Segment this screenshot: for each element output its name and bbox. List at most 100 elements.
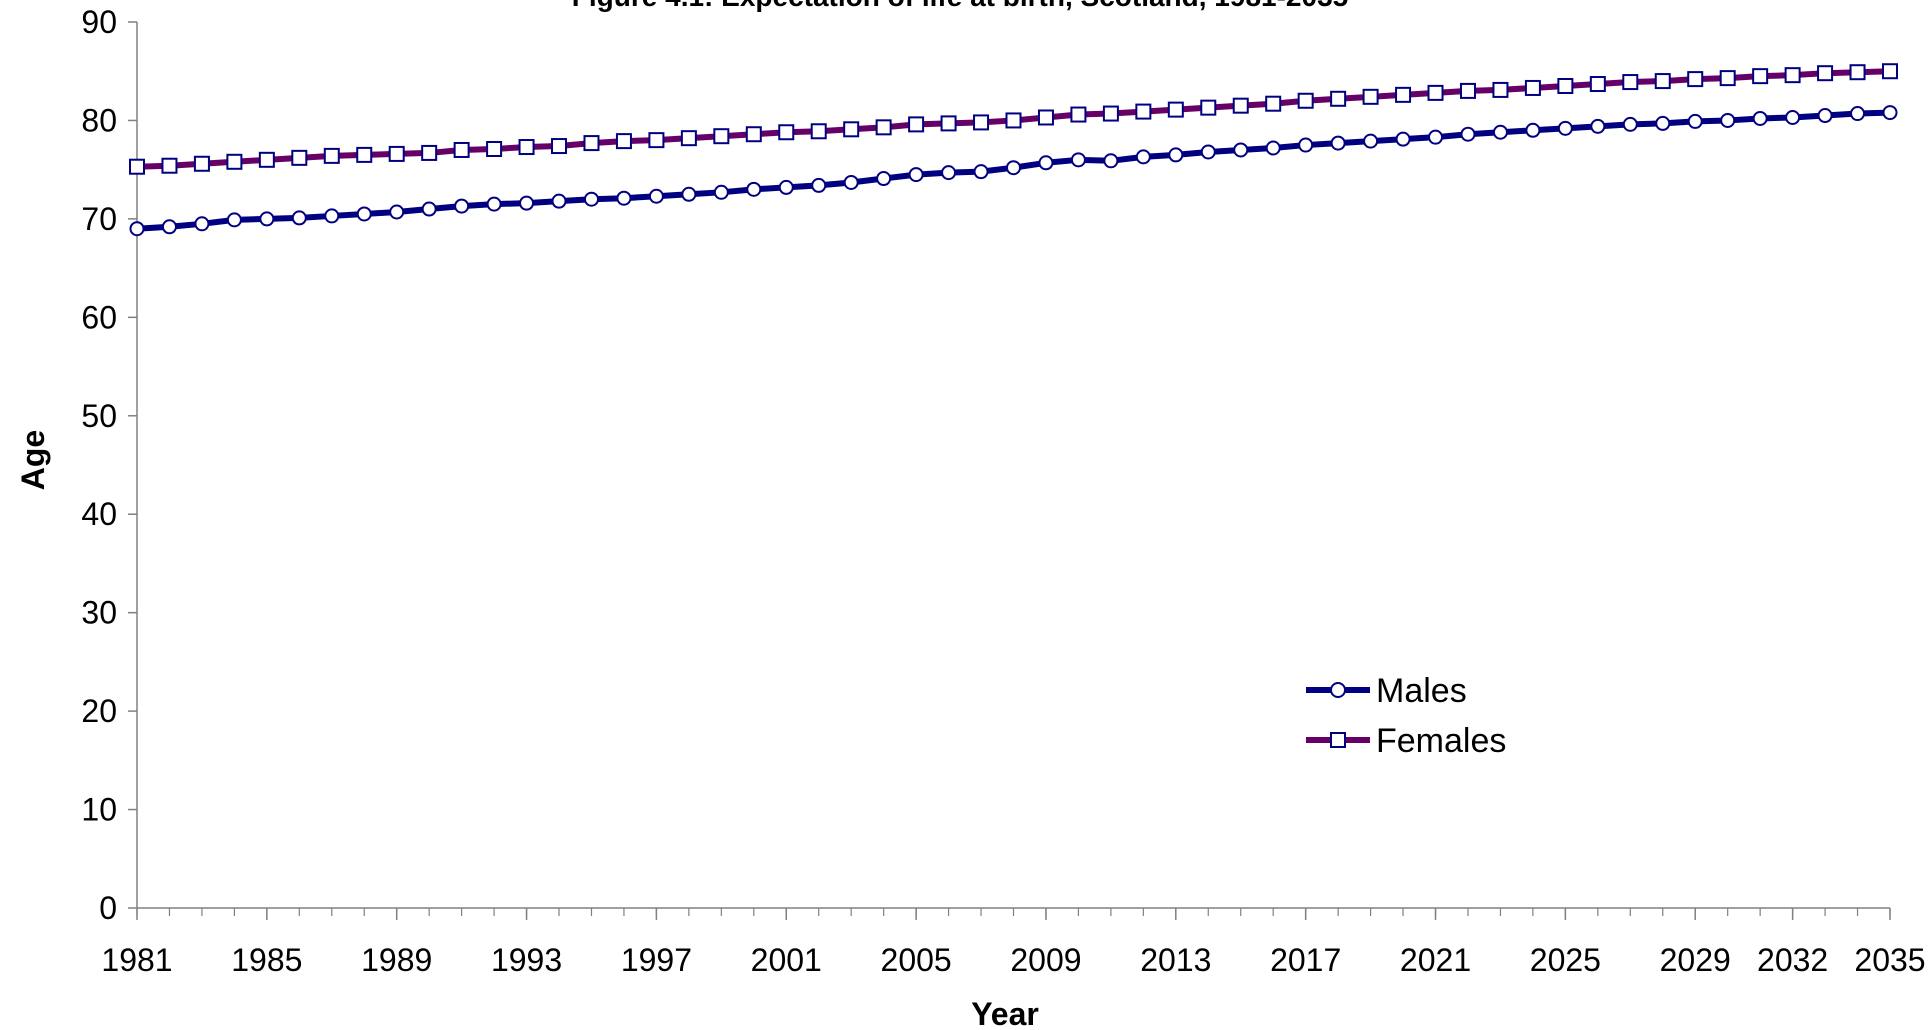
data-point [1525, 122, 1541, 138]
y-tick-label: 90 [81, 4, 117, 40]
axes: 0 10 20 30 40 50 60 70 80 90 1981 1985 1989 1993 1997 2… [81, 4, 1925, 978]
data-point [1102, 105, 1119, 122]
y-tick-label: 10 [81, 792, 117, 828]
legend-label-females: Females [1376, 722, 1506, 760]
data-point [323, 147, 340, 164]
y-tick-label: 50 [81, 398, 117, 434]
x-tick-label: 2025 [1530, 942, 1601, 978]
data-point [1590, 118, 1606, 134]
x-tick-label: 2013 [1140, 942, 1211, 978]
data-point [973, 164, 989, 180]
data-point [519, 195, 535, 211]
data-point [1330, 90, 1347, 107]
y-tick-label: 80 [81, 102, 117, 138]
x-tick-label: 1989 [361, 942, 432, 978]
data-point [680, 130, 697, 147]
data-point [941, 165, 957, 181]
x-tick-label: 2032 [1757, 942, 1828, 978]
data-point [908, 167, 924, 183]
data-point [1752, 110, 1768, 126]
data-point [551, 193, 567, 209]
data-point [875, 119, 892, 136]
data-point [1460, 126, 1476, 142]
x-tick-label: 2005 [881, 942, 952, 978]
data-point [161, 219, 177, 235]
x-tick-label: 2021 [1400, 942, 1471, 978]
data-point [1817, 108, 1833, 124]
legend-item-females: Females [1306, 722, 1506, 760]
data-point [193, 155, 210, 172]
data-point [1363, 133, 1379, 149]
legend: Males Females [1306, 672, 1506, 760]
data-point [1135, 103, 1152, 120]
legend-label-males: Males [1376, 672, 1467, 710]
data-point [194, 216, 210, 232]
data-point [908, 116, 925, 133]
data-point [1882, 63, 1898, 80]
data-point [1232, 97, 1249, 114]
data-point [1427, 84, 1444, 101]
data-point [1817, 65, 1834, 82]
data-point [1200, 144, 1216, 160]
data-point [1654, 73, 1671, 90]
data-point [843, 174, 859, 190]
data-point [1882, 105, 1898, 121]
data-point [1752, 68, 1769, 85]
data-point [681, 186, 697, 202]
data-point [1070, 106, 1087, 123]
series-males [129, 105, 1898, 237]
data-point [648, 188, 664, 204]
data-point [583, 191, 599, 207]
data-point [1622, 74, 1639, 91]
data-point [1719, 70, 1736, 87]
data-point [1785, 109, 1801, 125]
data-point [1362, 88, 1379, 105]
data-point [713, 128, 730, 145]
series-females [129, 63, 1898, 175]
data-point [389, 204, 405, 220]
data-point [1557, 77, 1574, 94]
x-tick-label: 2009 [1010, 942, 1081, 978]
data-point [129, 221, 145, 237]
x-tick-label: 1981 [101, 942, 172, 978]
data-point [1265, 140, 1281, 156]
data-point [291, 210, 307, 226]
legend-marker-males [1330, 682, 1346, 698]
data-point [1557, 120, 1573, 136]
data-point [778, 179, 794, 195]
data-point [453, 141, 470, 158]
data-point [876, 171, 892, 187]
data-point [259, 211, 275, 227]
data-point [778, 124, 795, 141]
data-point [1655, 115, 1671, 131]
x-tick-label: 1985 [231, 942, 302, 978]
y-tick-label: 20 [81, 693, 117, 729]
data-point [1005, 112, 1022, 129]
data-point [226, 212, 242, 228]
data-point [1038, 155, 1054, 171]
data-point [1395, 131, 1411, 147]
data-point [713, 184, 729, 200]
data-point [843, 121, 860, 138]
x-tick-label: 1993 [491, 942, 562, 978]
data-point [810, 123, 827, 140]
data-point [129, 158, 145, 175]
series-layer [129, 63, 1898, 237]
data-point [1849, 64, 1866, 81]
data-point [1200, 99, 1217, 116]
data-point [1103, 153, 1119, 169]
data-point [518, 139, 535, 156]
data-point [1492, 81, 1509, 98]
data-point [161, 157, 178, 174]
data-point [356, 146, 373, 163]
x-tick-label: 2029 [1660, 942, 1731, 978]
chart-title: Figure 4.1: Expectation of life at birth… [572, 0, 1348, 12]
data-point [1589, 76, 1606, 93]
y-tick-label: 30 [81, 595, 117, 631]
data-point [1297, 92, 1314, 109]
data-point [1492, 124, 1508, 140]
data-point [1428, 129, 1444, 145]
data-point [388, 145, 405, 162]
data-point [324, 208, 340, 224]
